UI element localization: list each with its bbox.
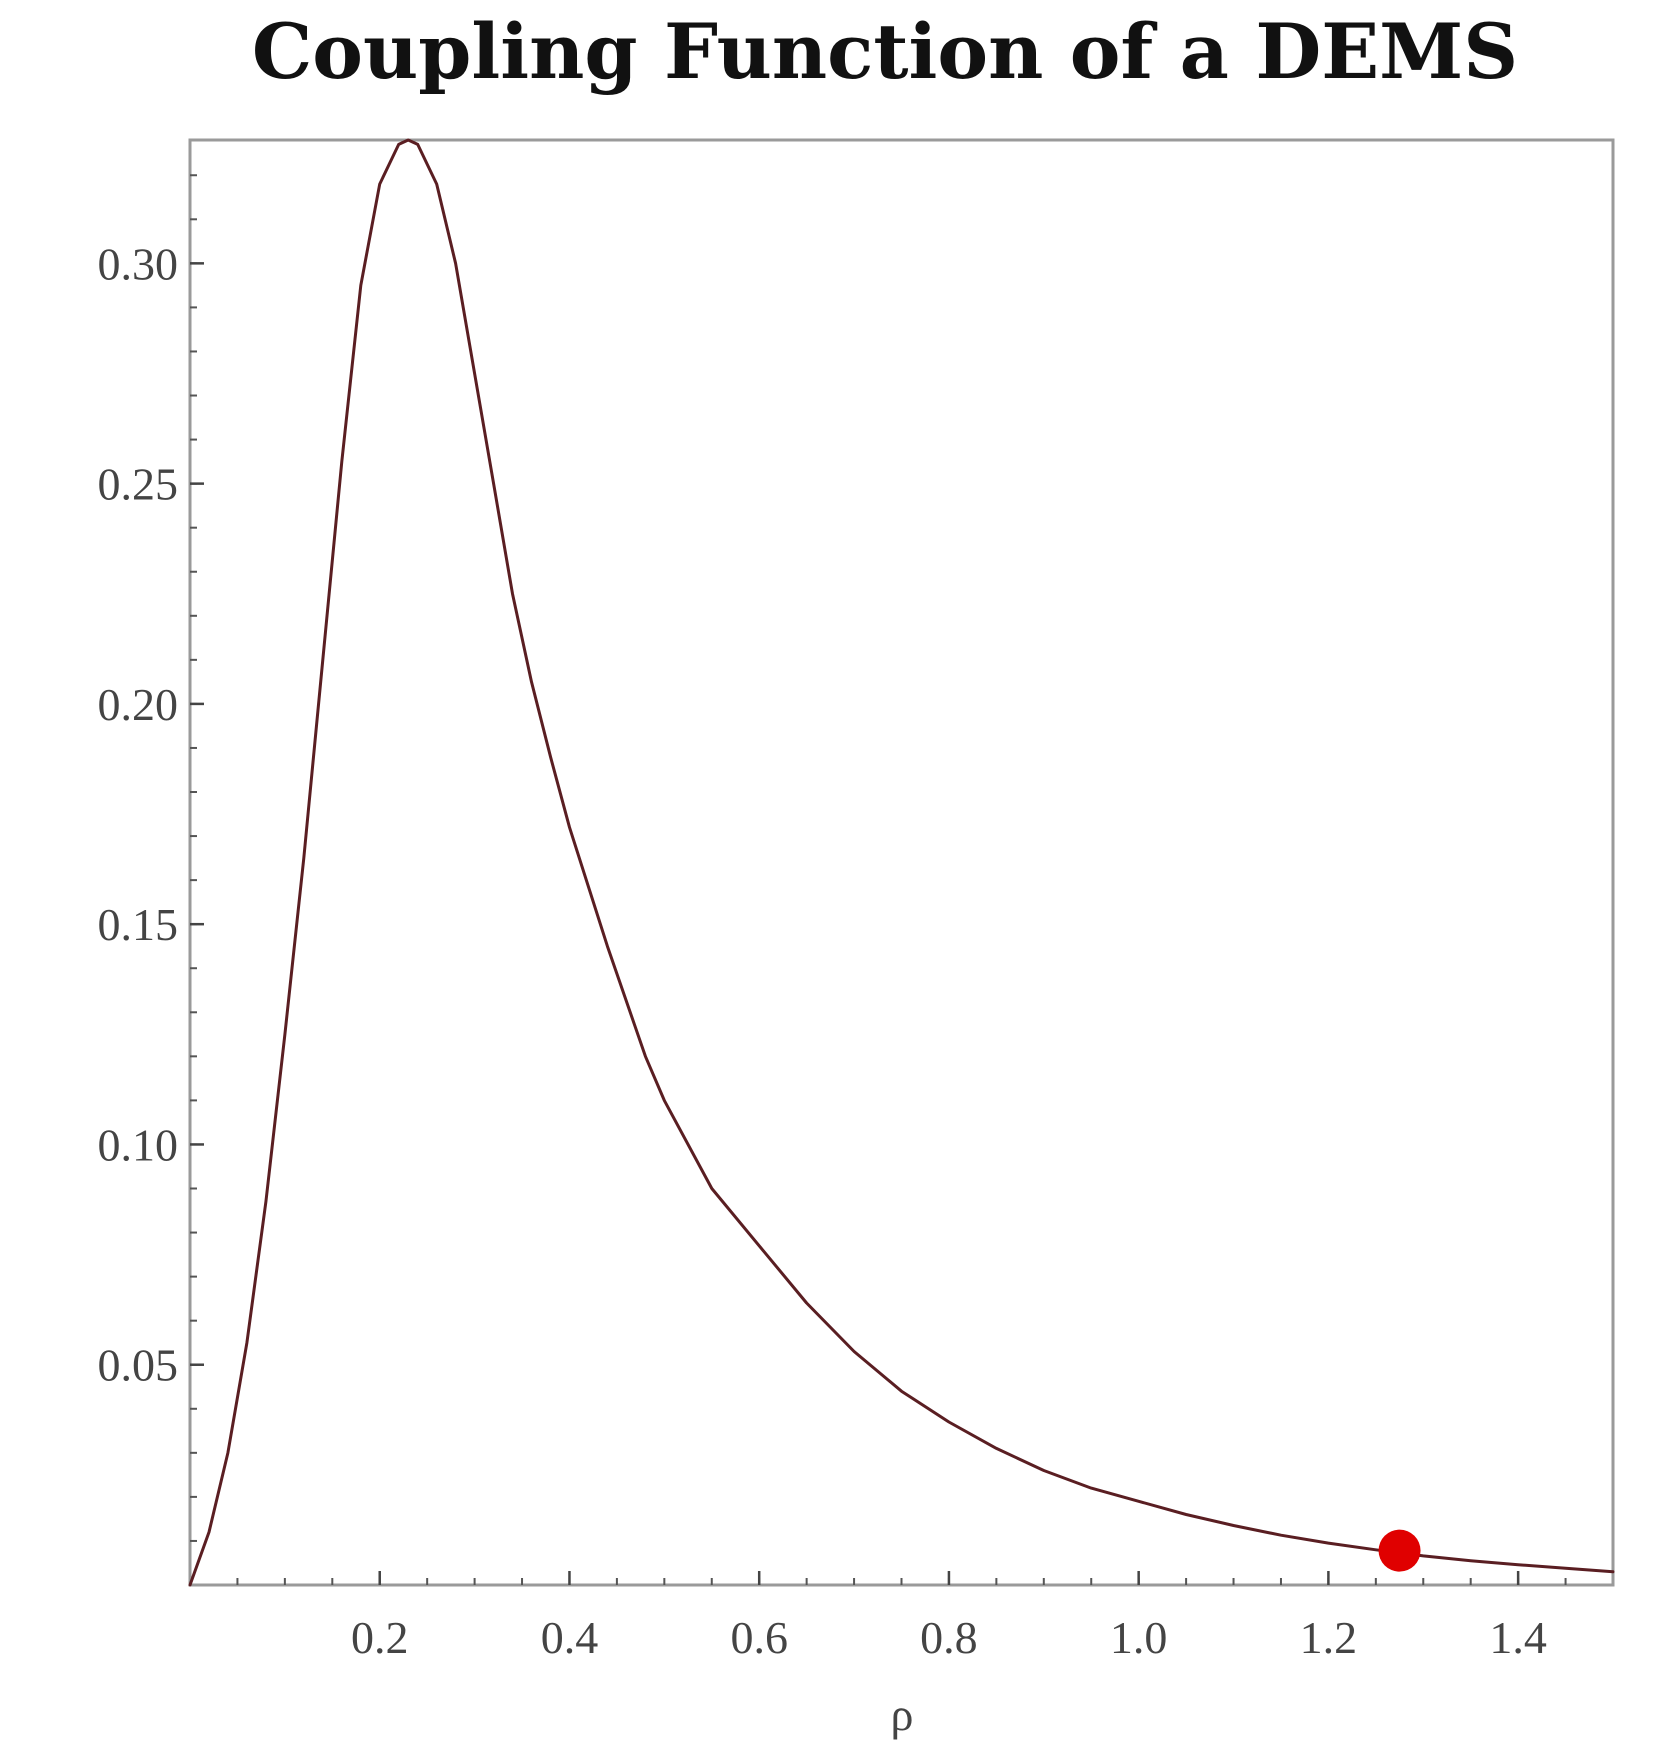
y-tick-label: 0.20: [98, 679, 179, 730]
x-tick-label: 1.4: [1489, 1612, 1547, 1663]
y-tick-label: 0.05: [98, 1340, 179, 1391]
y-tick-label: 0.30: [98, 238, 179, 289]
x-tick-label: 0.8: [920, 1612, 978, 1663]
x-tick-label: 0.6: [730, 1612, 788, 1663]
x-tick-label: 0.2: [351, 1612, 409, 1663]
plot-frame: [188, 138, 1615, 1587]
x-tick-label: 0.4: [541, 1612, 599, 1663]
x-axis-label: ρ: [891, 1689, 914, 1740]
y-axis-ticks: 0.05 0.10 0.15 0.20 0.25 0.30: [98, 238, 204, 1391]
series-line: [188, 138, 1615, 1587]
x-tick-label: 1.0: [1110, 1612, 1168, 1663]
y-tick-label: 0.15: [98, 899, 179, 950]
x-tick-label: 1.2: [1300, 1612, 1358, 1663]
x-axis-ticks: 0.2 0.4 0.6 0.8 1.0 1.2 1.4: [351, 1571, 1547, 1663]
y-tick-label: 0.10: [98, 1119, 179, 1170]
highlight-point: [1378, 1529, 1421, 1572]
y-tick-label: 0.25: [98, 459, 179, 510]
chart-title: Coupling Function of a DEMS: [252, 7, 1518, 96]
